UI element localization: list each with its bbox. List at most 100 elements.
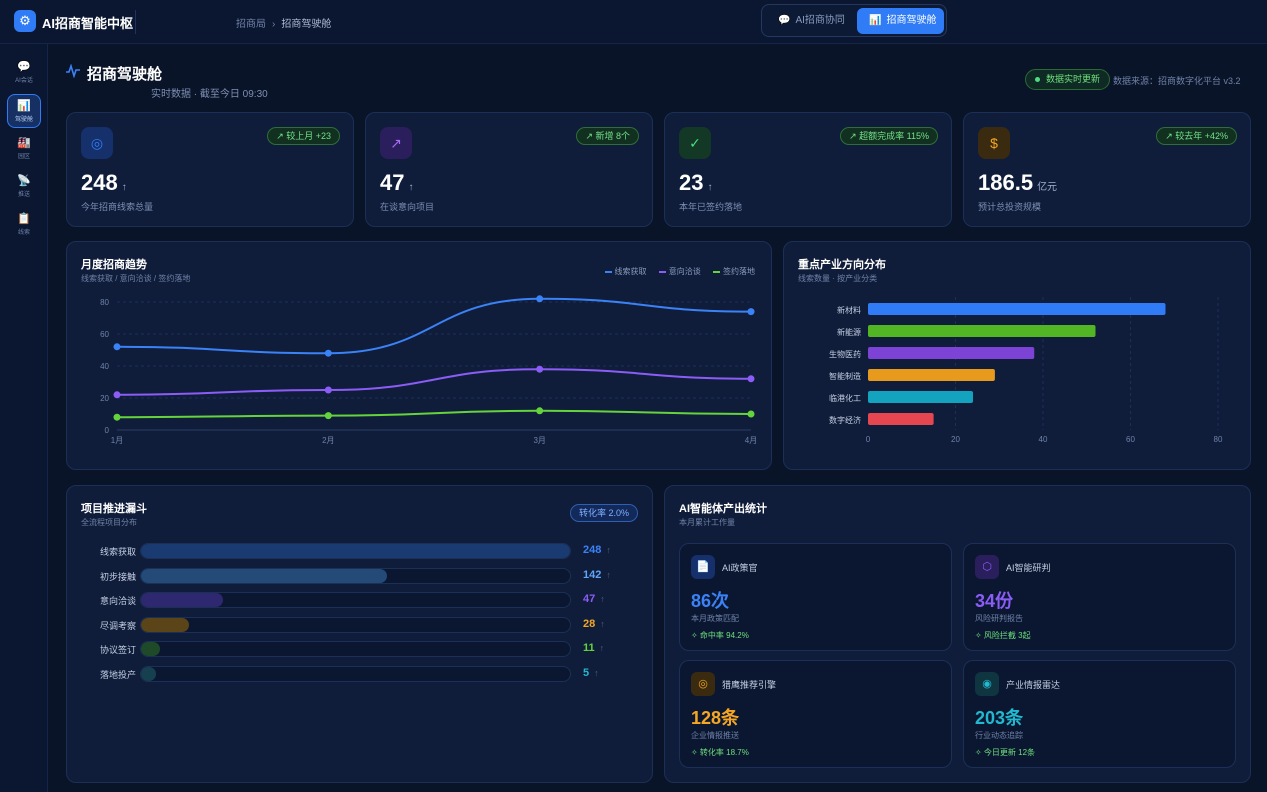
- funnel-title: 项目推进漏斗: [81, 503, 147, 515]
- dashboard-icon: 📊: [17, 100, 31, 112]
- funnel-track: [140, 641, 571, 657]
- tab-ai-collab[interactable]: 💬 AI招商协同: [766, 8, 854, 34]
- target-icon: ◎: [81, 127, 113, 159]
- up-arrow-icon: ↑: [121, 182, 127, 193]
- kpi-card-leads[interactable]: ◎ ↗ 较上月 +23 248 ↑ 今年招商线索总量: [66, 112, 354, 227]
- ai-agent-stat: ✧ 命中率 94.2%: [691, 631, 749, 640]
- up-arrow-icon: ↑: [606, 569, 611, 580]
- sidebar-item-park[interactable]: 🏭 园区: [7, 132, 41, 166]
- chart-title: 重点产业方向分布: [798, 259, 886, 271]
- up-arrow-icon: ↑: [599, 643, 605, 653]
- sidebar-item-label: 园区: [17, 154, 30, 160]
- y-tick-label: 60: [100, 330, 109, 339]
- kpi-card-intent[interactable]: ↗ ↗ 新增 8个 47 ↑ 在谈意向项目: [365, 112, 653, 227]
- ai-agent-stat: ✧ 今日更新 12条: [975, 748, 1036, 757]
- tab-cockpit[interactable]: 📊 招商驾驶舱: [857, 8, 944, 34]
- funnel-row[interactable]: 尽调考察 28 ↑: [81, 616, 621, 633]
- y-tick-label: 20: [100, 394, 109, 403]
- kpi-card-investment[interactable]: $ ↗ 较去年 +42% 186.5 亿元 预计总投资规模: [963, 112, 1251, 227]
- kpi-badge: ↗ 超额完成率 115%: [840, 127, 938, 145]
- breadcrumb-current: 招商驾驶舱: [281, 19, 332, 30]
- bar: [868, 325, 1096, 337]
- funnel-fill: [141, 544, 570, 558]
- funnel-row[interactable]: 落地投产 5 ↑: [81, 665, 621, 682]
- funnel-row[interactable]: 线索获取 248 ↑: [81, 543, 621, 559]
- funnel-track: [140, 616, 571, 633]
- target-icon: ◎: [691, 672, 715, 696]
- data-point: [113, 391, 121, 399]
- data-point: [113, 413, 121, 421]
- sidebar-item-cockpit[interactable]: 📊 驾驶舱: [7, 94, 41, 128]
- up-arrow-icon: ↑: [600, 618, 605, 629]
- tab-label: AI招商协同: [795, 15, 845, 26]
- data-point: [324, 412, 332, 420]
- category-label: 数字经济: [829, 415, 861, 425]
- x-tick-label: 0: [866, 435, 871, 444]
- app-logo-icon: ⚙: [14, 10, 36, 32]
- ai-agent-card[interactable]: ⬡ AI智能研判 34份 风险研判报告 ✧ 风险拦截 3起: [963, 543, 1236, 651]
- funnel-track: [140, 665, 571, 682]
- mode-tabs: 💬 AI招商协同 📊 招商驾驶舱: [761, 4, 947, 37]
- ai-agent-value: 128条: [691, 708, 740, 728]
- legend-item: 签约落地: [713, 267, 755, 276]
- x-tick-label: 40: [1039, 435, 1048, 444]
- category-label: 临港化工: [829, 393, 861, 403]
- category-label: 生物医药: [829, 349, 861, 359]
- legend-item: 线索获取: [604, 267, 647, 276]
- data-point: [324, 386, 332, 394]
- kpi-card-signed[interactable]: ✓ ↗ 超额完成率 115% 23 ↑ 本年已签约落地: [664, 112, 952, 227]
- ai-agent-card[interactable]: ◎ 猎鹰推荐引擎 128条 企业情报推送 ✧ 转化率 18.7%: [679, 660, 952, 768]
- ai-agent-name: 猎鹰推荐引擎: [722, 680, 777, 690]
- sidebar-item-leads[interactable]: 📋 线索: [7, 208, 41, 242]
- top-bar: ⚙ AI招商智能中枢 招商局 › 招商驾驶舱 💬 AI招商协同 📊 招商驾驶舱: [0, 0, 1267, 44]
- series-line-2: [116, 409, 752, 419]
- sidebar-item-label: 驾驶舱: [14, 117, 33, 123]
- chat-icon: 💬: [778, 15, 791, 26]
- up-arrow-icon: ↑: [594, 667, 599, 678]
- up-arrow-icon: ↑: [600, 594, 605, 604]
- funnel-value: 47 ↑: [583, 593, 605, 605]
- funnel-value: 11 ↑: [583, 642, 605, 654]
- funnel-row[interactable]: 意向洽谈 47 ↑: [81, 592, 621, 608]
- series-line-1: [116, 368, 752, 396]
- sidebar-item-ai-chat[interactable]: 💬 AI会话: [7, 56, 41, 90]
- factory-icon: 🏭: [17, 137, 31, 149]
- ai-agent-card[interactable]: 📄 AI政策官 86次 本月政策匹配 ✧ 命中率 94.2%: [679, 543, 952, 651]
- sidebar: 💬 AI会话 📊 驾驶舱 🏭 园区 📡 推送 📋 线索: [0, 44, 48, 792]
- bar: [868, 347, 1035, 359]
- kpi-value: 248 ↑: [81, 170, 127, 195]
- funnel-fill: [141, 593, 223, 607]
- chart-subtitle: 线索获取 / 意向洽谈 / 签约落地: [81, 274, 191, 283]
- live-update-badge: 数据实时更新: [1025, 69, 1111, 90]
- ai-output-card: AI智能体产出统计 本月累计工作量 📄 AI政策官 86次 本月政策匹配 ✧ 命中率 9…: [664, 485, 1251, 783]
- sidebar-item-push[interactable]: 📡 推送: [7, 170, 41, 204]
- ai-agent-name: AI智能研判: [1006, 563, 1051, 573]
- sidebar-item-label: AI会话: [15, 78, 33, 84]
- funnel-fill: [141, 666, 156, 681]
- clipboard-icon: 📋: [17, 213, 31, 225]
- kpi-value: 186.5 亿元: [978, 170, 1058, 195]
- ai-subtitle: 本月累计工作量: [679, 518, 735, 527]
- ai-agent-card[interactable]: ◉ 产业情报雷达 203条 行业动态追踪 ✧ 今日更新 12条: [963, 660, 1236, 768]
- funnel-fill: [141, 642, 160, 656]
- chart-title: 月度招商趋势: [81, 259, 147, 271]
- ai-agent-label: 企业情报推送: [691, 731, 739, 740]
- funnel-row[interactable]: 协议签订 11 ↑: [81, 641, 621, 657]
- tab-label: 招商驾驶舱: [886, 15, 937, 26]
- kpi-value: 47 ↑: [380, 170, 414, 195]
- x-tick-label: 80: [1214, 435, 1223, 444]
- check-circle-icon: ✓: [679, 127, 711, 159]
- ai-agent-label: 本月政策匹配: [691, 614, 739, 623]
- page-subtitle: 实时数据 · 截至今日 09:30: [151, 89, 268, 100]
- funnel-row[interactable]: 初步接触 142 ↑: [81, 567, 621, 584]
- kpi-badge: ↗ 较去年 +42%: [1156, 127, 1237, 145]
- y-tick-label: 0: [105, 426, 110, 435]
- kpi-value: 23 ↑: [679, 170, 713, 195]
- data-point: [113, 343, 121, 351]
- category-label: 新能源: [837, 327, 861, 337]
- live-label: 数据实时更新: [1046, 74, 1101, 84]
- chart-legend: 线索获取 意向洽谈 签约落地: [595, 266, 755, 277]
- data-source: 数据来源：招商数字化平台 v3.2: [1113, 76, 1241, 86]
- x-tick-label: 2月: [322, 436, 334, 445]
- breadcrumb-parent[interactable]: 招商局: [236, 19, 266, 30]
